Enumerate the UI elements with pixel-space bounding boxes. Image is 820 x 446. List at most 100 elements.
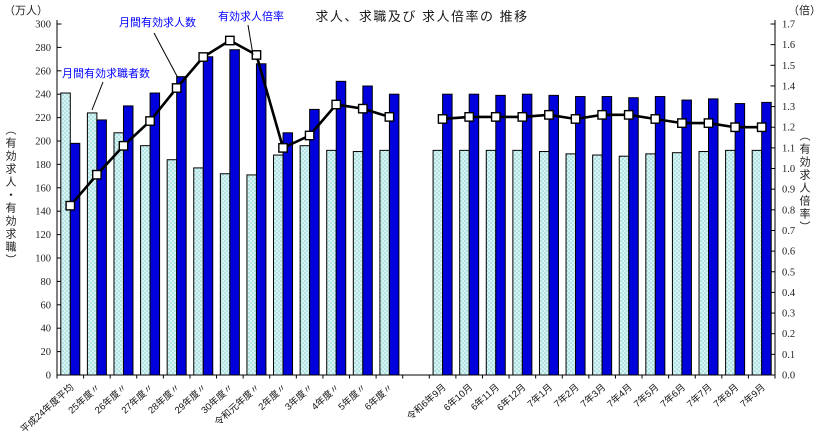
bar-openings [149,92,161,376]
ratio-marker [437,114,448,124]
left-axis-tick-label: 80 [41,277,52,288]
bar-seekers [538,151,550,376]
right-axis-tick-label: 0.6 [782,247,795,258]
left-axis-title: （有効求人・有効求職） [4,124,16,267]
bar-seekers [671,152,683,376]
left-axis-tick-label: 180 [35,160,51,171]
ratio-marker [650,114,661,124]
x-category-label: 3年度〃 [282,381,315,413]
bar-seekers [592,154,603,376]
x-category-label: 2年度〃 [256,381,289,413]
ratio-marker [278,142,288,153]
bar-openings [229,49,240,376]
bar-seekers [725,149,736,376]
bar-seekers [246,174,257,376]
right-axis-tick-label: 0.1 [782,350,795,361]
left-axis-tick-label: 300 [35,20,51,31]
annotation-leader-line [247,24,254,56]
right-axis-tick-label: 0.8 [782,205,795,216]
bar-seekers [273,154,284,376]
bar-openings [654,96,666,376]
bar-openings [468,93,480,376]
left-axis-tick-label: 40 [41,324,52,335]
bar-seekers [485,149,497,376]
ratio-marker [623,109,634,120]
right-axis-unit-label: （倍） [788,5,820,17]
bar-openings [761,101,772,376]
bar-openings [176,76,187,376]
bar-openings [495,94,506,376]
bar-openings [575,96,586,376]
ratio-marker [677,118,687,129]
right-axis-title: （有効求人倍率） [798,130,810,234]
bar-openings [521,93,533,376]
ratio-marker [251,50,262,60]
left-axis-tick-label: 200 [35,137,51,148]
left-axis-tick-label: 160 [35,183,51,194]
x-category-label: 6年12月 [494,381,528,413]
left-axis-tick-label: 140 [35,207,51,218]
ratio-marker [597,109,608,120]
bar-openings [255,63,267,376]
right-axis-tick-label: 0.5 [782,267,795,278]
bar-seekers [352,151,364,376]
openings-series-annotation: 月間有効求人数 [119,17,196,29]
bar-openings [69,142,81,376]
ratio-marker [91,169,102,180]
right-axis-tick-label: 1.2 [782,123,795,134]
bar-openings [202,56,214,376]
x-category-label: 7年6月 [658,381,688,410]
bar-seekers [113,132,124,376]
right-axis-tick-label: 0.7 [782,226,795,237]
x-category-label: 7年9月 [738,381,768,410]
bar-openings [122,105,134,376]
left-axis-tick-label: 220 [35,113,51,124]
left-axis-tick-label: 280 [35,43,51,54]
ratio-marker [570,114,581,124]
x-category-label: 7年2月 [552,381,582,410]
bar-seekers [60,92,71,376]
right-axis-tick-label: 1.3 [782,102,795,113]
ratio-marker [65,200,76,211]
ratio-marker [198,52,209,62]
right-axis-tick-label: 0.9 [782,185,795,196]
ratio-marker [224,35,235,46]
ratio-marker [490,112,501,122]
bar-openings [708,98,719,376]
left-axis-tick-label: 20 [41,347,52,358]
x-category-label: 7年8月 [711,381,741,410]
right-axis-tick-label: 0.2 [782,329,795,340]
bar-seekers [326,149,337,376]
bar-openings [442,93,453,376]
right-axis-tick-label: 1.4 [782,81,796,92]
x-category-label: 7年7月 [685,381,715,410]
bar-openings [362,85,373,376]
bar-openings [309,108,320,376]
right-axis-tick-label: 1.7 [782,20,795,31]
right-axis-tick-label: 0.3 [782,309,795,320]
right-axis-tick-label: 0.0 [782,371,795,382]
ratio-series-annotation: 有効求人倍率 [218,11,284,23]
bar-seekers [565,153,577,376]
right-axis-tick-label: 1.0 [782,164,795,175]
ratio-marker [730,122,741,133]
bar-seekers [140,145,151,376]
x-category-label: 7年5月 [631,381,661,410]
chart-title: 求人、求職及び 求人倍率の 推移 [315,9,529,24]
x-category-label: 7年4月 [605,381,635,410]
bar-openings [681,99,692,376]
bar-seekers [86,112,98,376]
x-category-label: 7年1月 [525,381,555,410]
bar-seekers [166,159,178,376]
ratio-marker [357,103,368,114]
left-axis-tick-label: 60 [41,300,52,311]
bar-openings [601,96,613,376]
left-axis-tick-label: 0 [46,371,51,382]
bar-seekers [432,149,444,376]
annotation-leader-line [153,32,179,79]
bar-seekers [645,153,656,376]
x-category-label: 5年度〃 [336,381,369,413]
bar-seekers [512,149,523,376]
ratio-marker [703,118,714,129]
x-category-label: 令和6年9月 [404,381,448,422]
